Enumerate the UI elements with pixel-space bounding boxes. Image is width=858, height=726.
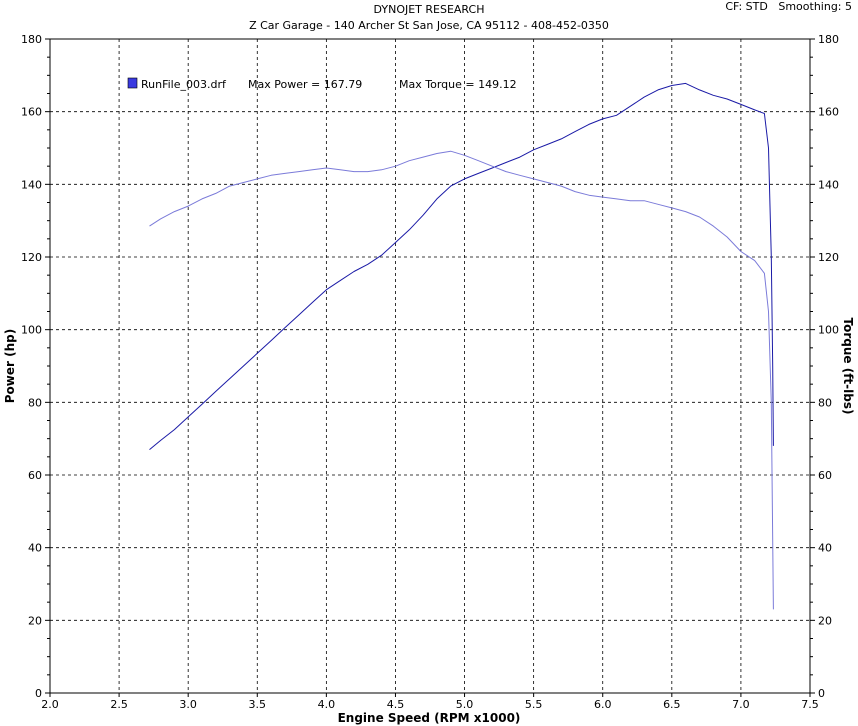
x-tick-label: 4.5 [387, 698, 405, 711]
y-tick-label-left: 60 [28, 469, 42, 482]
y-tick-label-right: 60 [818, 469, 832, 482]
y-tick-label-right: 20 [818, 614, 832, 627]
x-tick-label: 6.0 [594, 698, 612, 711]
x-tick-label: 5.5 [525, 698, 543, 711]
smoothing-label: Smoothing: 5 [778, 0, 852, 13]
settings-readout: CF: STD Smoothing: 5 [725, 0, 852, 13]
x-tick-label: 2.0 [41, 698, 59, 711]
y-tick-label-left: 20 [28, 614, 42, 627]
y-tick-label-left: 140 [21, 178, 42, 191]
y-axis-label-right: Torque (ft-lbs) [841, 318, 855, 415]
x-tick-label: 5.0 [456, 698, 474, 711]
y-tick-label-left: 180 [21, 33, 42, 46]
x-tick-label: 6.5 [663, 698, 681, 711]
x-tick-label: 3.0 [179, 698, 197, 711]
x-tick-label: 2.5 [110, 698, 128, 711]
y-tick-label-right: 40 [818, 542, 832, 555]
series-line-power [149, 82, 774, 450]
x-tick-label: 7.0 [732, 698, 750, 711]
y-tick-label-left: 100 [21, 324, 42, 337]
legend: RunFile_003.drf Max Power = 167.79 Max T… [127, 77, 517, 91]
legend-run-file: RunFile_003.drf [141, 78, 227, 91]
y-tick-label-right: 80 [818, 396, 832, 409]
x-tick-label: 7.5 [801, 698, 819, 711]
y-tick-label-left: 120 [21, 251, 42, 264]
y-tick-label-right: 180 [818, 33, 839, 46]
cf-label: CF: STD [725, 0, 768, 13]
y-tick-label-left: 80 [28, 396, 42, 409]
y-tick-label-right: 140 [818, 178, 839, 191]
series-group [149, 82, 774, 610]
grid [50, 39, 810, 693]
series-line-torque [149, 150, 774, 610]
legend-max-torque: Max Torque = 149.12 [399, 78, 517, 91]
x-tick-label: 3.5 [249, 698, 267, 711]
x-tick-label: 4.0 [318, 698, 336, 711]
y-tick-label-right: 160 [818, 106, 839, 119]
plot-area [50, 39, 810, 693]
y-axis-label-left: Power (hp) [3, 329, 17, 403]
axis-ticks: 2.0 2.5 3.0 3.5 4.0 4.5 5.0 5.5 6.0 6.5 7.0 7.50 020… [21, 33, 839, 711]
legend-max-power: Max Power = 167.79 [248, 78, 362, 91]
y-tick-label-left: 0 [35, 687, 42, 700]
y-tick-label-right: 120 [818, 251, 839, 264]
y-tick-label-left: 40 [28, 542, 42, 555]
x-axis-label: Engine Speed (RPM x1000) [338, 711, 521, 725]
chart-title: DYNOJET RESEARCH [373, 3, 485, 16]
y-tick-label-right: 0 [818, 687, 825, 700]
chart-subtitle: Z Car Garage - 140 Archer St San Jose, C… [249, 19, 609, 32]
y-tick-label-right: 100 [818, 324, 839, 337]
y-tick-label-left: 160 [21, 106, 42, 119]
legend-swatch [127, 77, 138, 89]
